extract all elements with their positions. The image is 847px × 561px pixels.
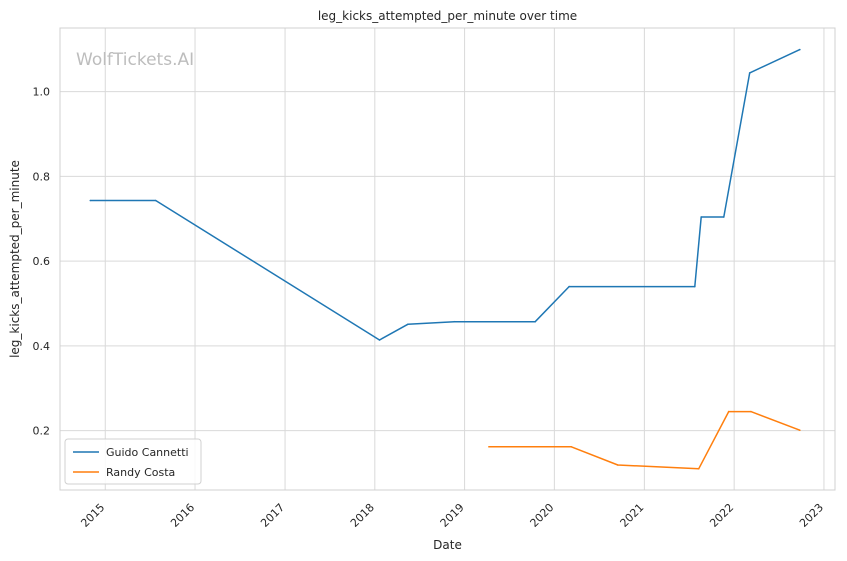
data-point-randy-costa <box>750 410 752 413</box>
plot-frame <box>59 27 836 491</box>
y-tick-label: 0.6 <box>33 255 51 268</box>
y-tick-label: 1.0 <box>33 86 51 99</box>
series-lines <box>89 48 801 470</box>
y-tick-label: 0.4 <box>33 340 51 353</box>
legend-label-randy-costa: Randy Costa <box>106 466 175 479</box>
chart-title: leg_kicks_attempted_per_minute over time <box>318 9 577 23</box>
data-point-guido-cannetti <box>568 285 570 288</box>
data-point-guido-cannetti <box>723 216 725 218</box>
data-point-guido-cannetti <box>799 48 801 51</box>
y-axis-title: leg_kicks_attempted_per_minute <box>8 160 22 358</box>
data-point-guido-cannetti <box>534 320 536 323</box>
series-line-guido-cannetti <box>90 48 801 341</box>
x-axis-title: Date <box>433 538 462 552</box>
data-point-randy-costa <box>488 446 490 448</box>
y-axis-ticks: 0.2 0.4 0.6 0.8 1.0 <box>33 86 51 438</box>
y-tick-label: 0.8 <box>33 170 51 183</box>
legend: Guido Cannetti Randy Costa <box>64 438 202 485</box>
data-point-guido-cannetti <box>154 199 157 202</box>
legend-label-guido-cannetti: Guido Cannetti <box>106 446 189 459</box>
data-point-guido-cannetti <box>407 323 409 326</box>
data-point-randy-costa <box>617 464 619 466</box>
data-point-guido-cannetti <box>378 339 381 341</box>
data-point-guido-cannetti <box>694 285 696 288</box>
data-point-guido-cannetti <box>453 320 456 323</box>
grid <box>60 28 835 490</box>
data-point-guido-cannetti <box>89 199 92 202</box>
data-point-guido-cannetti <box>700 216 702 218</box>
data-point-randy-costa <box>727 410 730 413</box>
data-point-guido-cannetti <box>748 72 751 74</box>
data-point-randy-costa <box>697 468 700 470</box>
data-point-randy-costa <box>799 429 801 432</box>
watermark: WolfTickets.AI <box>76 50 194 70</box>
y-tick-label: 0.2 <box>33 425 51 438</box>
data-point-randy-costa <box>570 446 573 448</box>
